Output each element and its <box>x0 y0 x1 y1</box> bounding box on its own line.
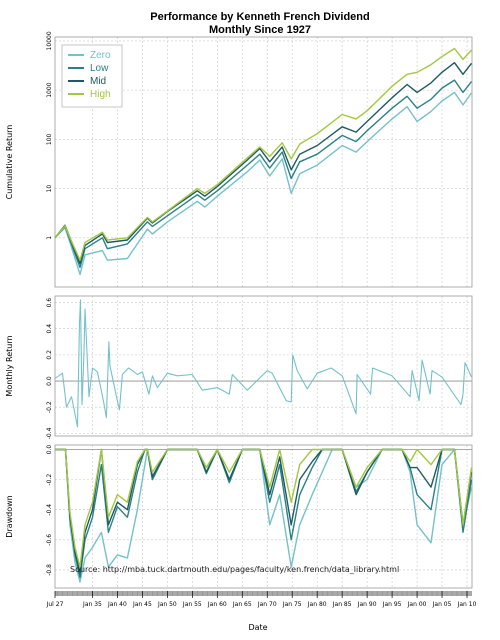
panels: 1 10 100 1000 10000 Cumulative Return Zero Low M… <box>5 31 473 589</box>
x-tick-label: Jan 75 <box>282 601 302 608</box>
x-tick-label: Jan 50 <box>157 601 177 608</box>
legend-entry-zero: Zero <box>90 50 111 61</box>
x-axis: Jul 27 Jan 35 Jan 40 Jan 45 Jan 50 Jan 55 Jan … <box>46 591 477 608</box>
y-tick-label: 1000 <box>46 82 53 97</box>
y-axis-label-cumulative: Cumulative Return <box>5 125 14 200</box>
x-tick-label: Jul 27 <box>46 601 64 608</box>
panel-frame-drawdown <box>54 444 473 589</box>
series-line-high-cumulative <box>54 47 473 261</box>
y-axis-label-monthly: Monthly Return <box>5 335 14 396</box>
legend-entry-mid: Mid <box>90 76 106 87</box>
panel-drawdown: -0.8 -0.6 -0.4 -0.2 0.0 Drawdown <box>5 444 473 589</box>
x-tick-label: Jan 40 <box>107 601 127 608</box>
series-line-mid-cumulative <box>54 62 473 265</box>
chart-subtitle: Monthly Since 1927 <box>209 24 311 36</box>
x-tick-label: Jan 65 <box>232 601 252 608</box>
x-tick-label: Jan 35 <box>82 601 102 608</box>
series-line-low-cumulative <box>54 79 473 269</box>
y-tick-label: -0.8 <box>46 564 53 576</box>
x-axis-bar <box>55 591 472 596</box>
panel-frame-cumulative <box>54 36 473 288</box>
y-tick-label: 0.4 <box>46 324 53 334</box>
y-tick-label: 0.0 <box>46 376 53 386</box>
y-tick-label: -0.2 <box>46 474 53 486</box>
legend: Zero Low Mid High <box>61 44 123 108</box>
x-tick-label: Jan 60 <box>207 601 227 608</box>
y-tick-label: 0.0 <box>46 445 53 455</box>
y-tick-label: 0.6 <box>46 298 53 308</box>
panel-monthly: -0.4 -0.2 0.0 0.2 0.4 0.6 Monthly Return <box>5 295 473 439</box>
x-tick-label: Jan 80 <box>307 601 327 608</box>
y-tick-label: 0.2 <box>46 350 53 360</box>
panel-cumulative: 1 10 100 1000 10000 Cumulative Return Zero Low M… <box>5 31 473 288</box>
chart-title: Performance by Kenneth French Dividend <box>150 11 369 23</box>
x-tick-label: Jan 85 <box>332 601 352 608</box>
x-tick-label: Jan 90 <box>357 601 377 608</box>
x-tick-label: Jan 00 <box>407 601 427 608</box>
x-tick-label: Jan 70 <box>257 601 277 608</box>
y-tick-label: -0.4 <box>46 504 53 516</box>
panel-frame-monthly <box>54 295 473 437</box>
y-tick-label: -0.4 <box>46 427 53 439</box>
y-axis-label-drawdown: Drawdown <box>5 495 14 537</box>
y-tick-label: 100 <box>46 133 53 145</box>
y-tick-label: 1 <box>46 236 53 240</box>
y-tick-label: 10 <box>46 185 53 193</box>
y-tick-label: 10000 <box>46 31 53 50</box>
x-tick-label: Jan 45 <box>132 601 152 608</box>
y-tick-label: -0.2 <box>46 401 53 413</box>
x-tick-label: Jan 55 <box>182 601 202 608</box>
source-annotation: Source: http://mba.tuck.dartmouth.edu/pa… <box>70 565 399 574</box>
x-tick-label: Jan 95 <box>382 601 402 608</box>
series-line-high-drawdown <box>55 448 473 568</box>
x-tick-label: Jan 10 <box>457 601 477 608</box>
x-tick-label: Jan 05 <box>432 601 452 608</box>
series-line-zero-cumulative <box>54 91 473 276</box>
series-line-zero-monthly <box>54 299 473 428</box>
legend-entry-low: Low <box>90 63 109 74</box>
legend-entry-high: High <box>90 89 111 100</box>
x-axis-label: Date <box>248 623 267 632</box>
y-tick-label: -0.6 <box>46 534 53 546</box>
